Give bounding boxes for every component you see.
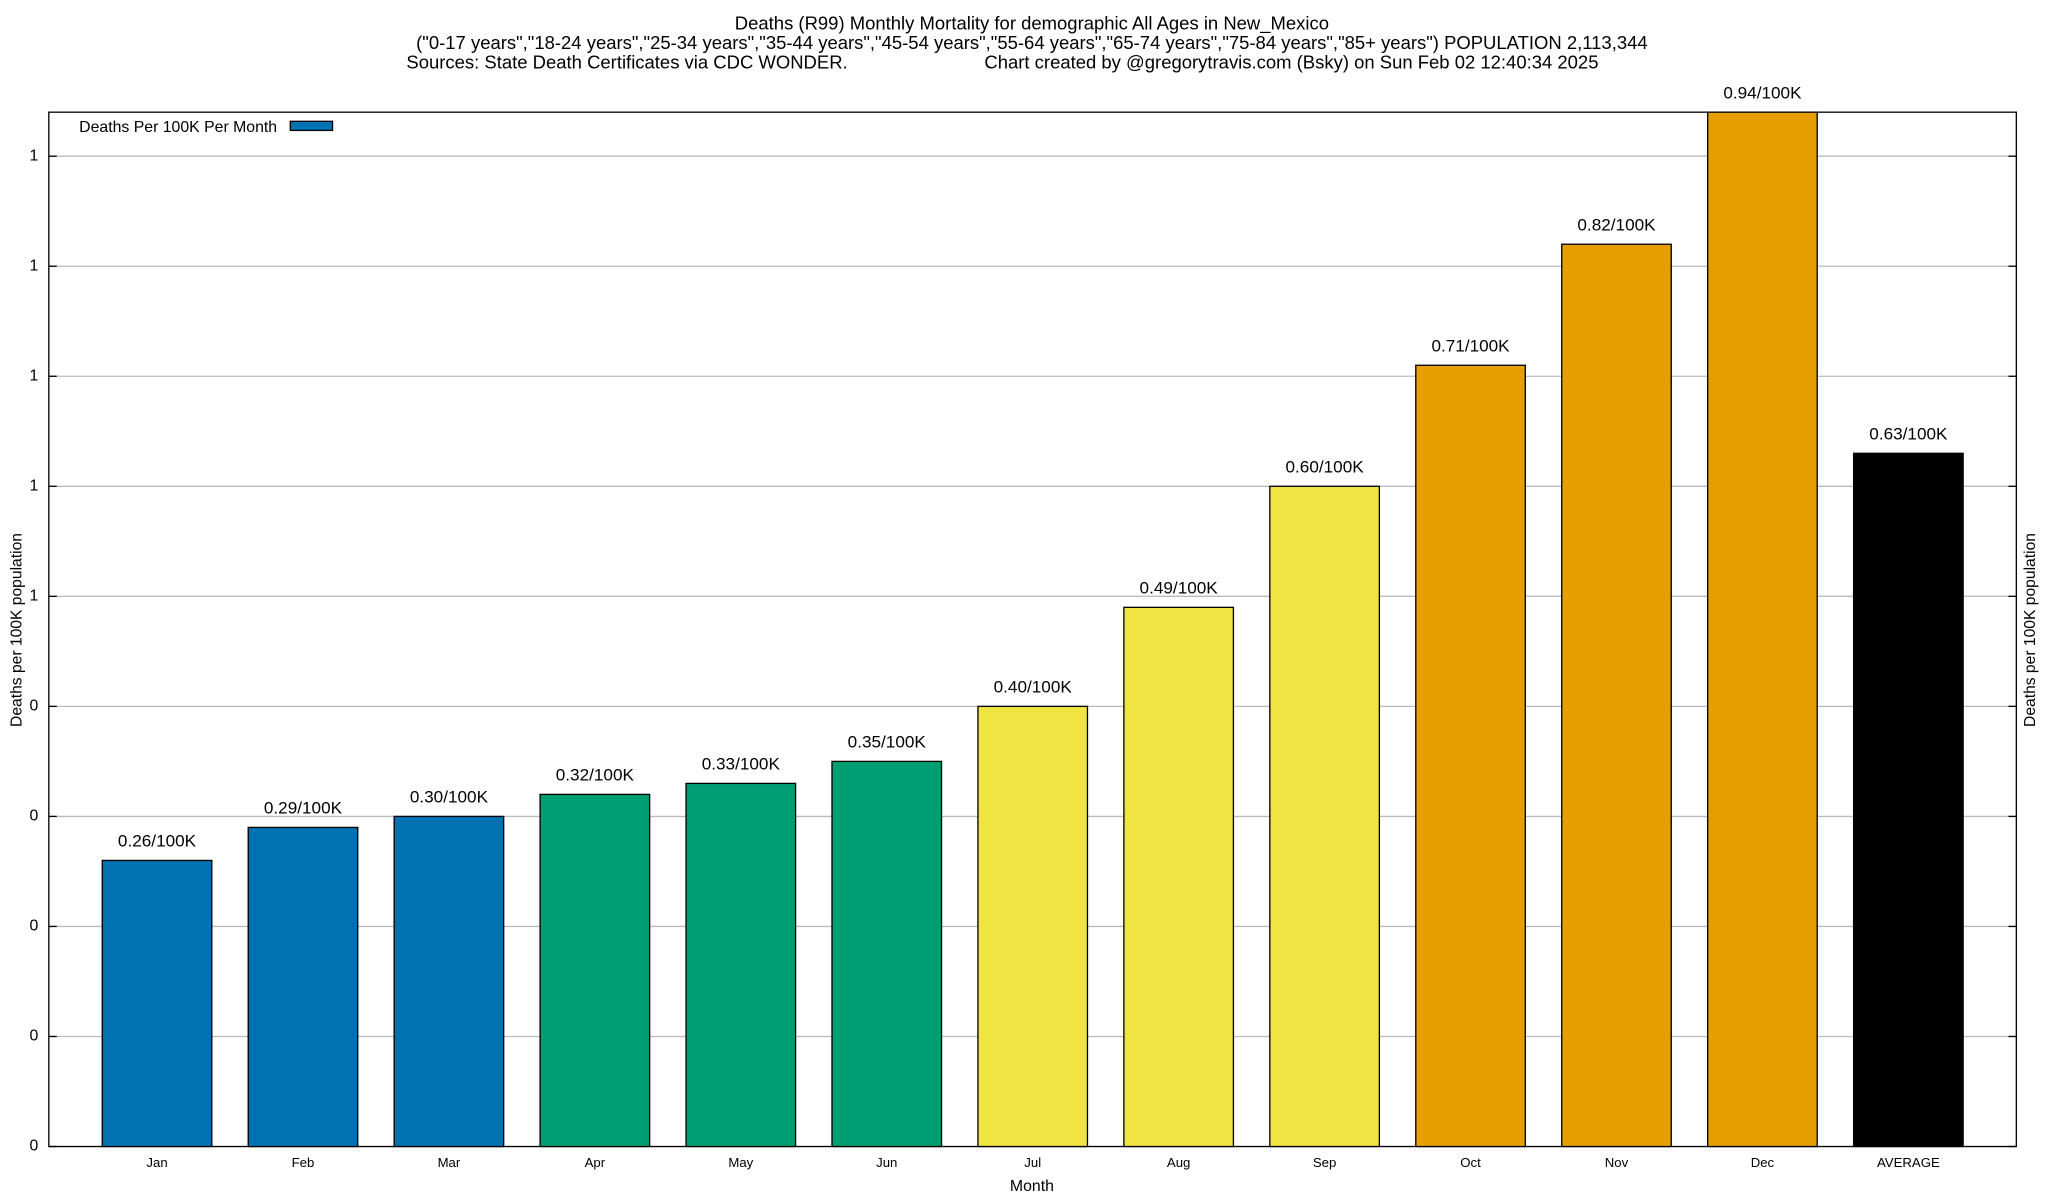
value-label: 0.32/100K (556, 766, 635, 785)
x-tick-label: Oct (1460, 1155, 1481, 1170)
x-tick-label: Sep (1313, 1155, 1336, 1170)
value-label: 0.71/100K (1431, 337, 1510, 356)
y-tick-label: 1 (29, 257, 38, 274)
x-tick-label: Apr (585, 1155, 606, 1170)
value-label: 0.60/100K (1286, 458, 1365, 477)
bar (393, 815, 505, 1148)
y-tick-label: 0 (29, 918, 38, 935)
value-label: 0.35/100K (848, 733, 927, 752)
y-tick-label: 1 (29, 147, 38, 164)
x-tick-label: Aug (1167, 1155, 1190, 1170)
bar (1415, 364, 1526, 1148)
value-label: 0.63/100K (1869, 425, 1948, 444)
x-tick-label: Nov (1605, 1155, 1629, 1170)
value-label: 0.26/100K (118, 832, 197, 851)
source: Sources: State Death Certificates via CD… (406, 52, 847, 73)
chart-subtitle: ("0-17 years","18-24 years","25-34 years… (416, 32, 1647, 53)
bar (1852, 452, 1964, 1148)
bar (1123, 606, 1235, 1148)
x-tick-label: Jul (1024, 1155, 1041, 1170)
bar (977, 705, 1089, 1148)
y-tick-label: 1 (29, 588, 38, 605)
x-tick-label: AVERAGE (1877, 1155, 1940, 1170)
y-tick-label: 0 (29, 1138, 38, 1155)
value-label: 0.94/100K (1723, 83, 1802, 102)
x-tick-label: Feb (292, 1155, 315, 1170)
bar (685, 782, 797, 1148)
bar (247, 826, 359, 1148)
y-tick-label: 1 (29, 478, 38, 495)
y-tick-label: 0 (29, 808, 38, 825)
legend-label: Deaths Per 100K Per Month (79, 119, 277, 136)
y-tick-label: 1 (29, 367, 38, 384)
x-tick-label: Mar (438, 1155, 461, 1170)
x-tick-label: Jan (146, 1155, 167, 1170)
value-label: 0.33/100K (702, 755, 781, 774)
legend-swatch (289, 120, 334, 132)
value-label: 0.40/100K (994, 678, 1073, 697)
bar (1707, 111, 1818, 1148)
y-axis-label: Deaths per 100K population (8, 533, 25, 727)
x-tick-label: May (728, 1155, 753, 1170)
bar (1269, 485, 1381, 1148)
value-label: 0.49/100K (1140, 579, 1219, 598)
value-label: 0.29/100K (264, 799, 343, 818)
y-tick-label: 0 (29, 698, 38, 715)
chart-title: Deaths (R99) Monthly Mortality for demog… (735, 13, 1329, 35)
bar (831, 760, 943, 1148)
value-label: 0.30/100K (410, 788, 489, 807)
y-tick-label: 0 (29, 1028, 38, 1045)
bar (101, 859, 213, 1148)
x-axis-label: Month (1010, 1178, 1054, 1195)
bar (539, 793, 651, 1148)
y2-axis-label: Deaths per 100K population (2022, 533, 2039, 727)
bar (1561, 243, 1672, 1148)
credit: Chart created by @gregorytravis.com (Bsk… (984, 52, 1598, 73)
x-tick-label: Dec (1751, 1155, 1775, 1170)
value-label: 0.82/100K (1577, 216, 1656, 235)
x-tick-label: Jun (876, 1155, 897, 1170)
